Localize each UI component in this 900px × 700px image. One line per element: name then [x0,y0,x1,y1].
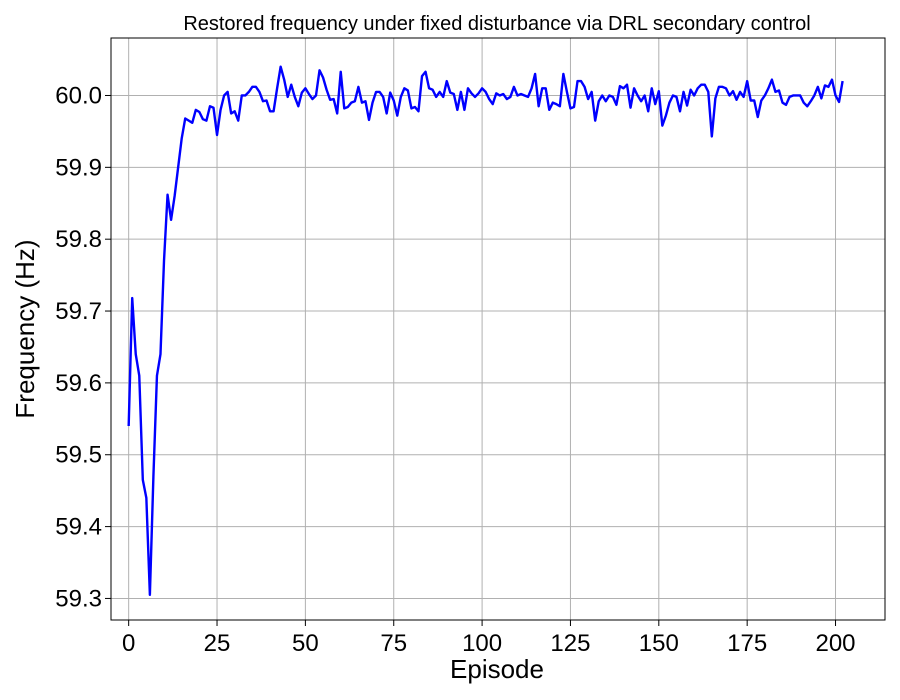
y-tick-label: 59.5 [55,442,102,469]
frequency-line [127,65,844,597]
x-tick-label: 175 [727,630,767,657]
y-tick-label: 59.8 [55,226,102,253]
y-tick-label: 59.3 [55,585,102,612]
y-axis-label: Frequency (Hz) [10,239,40,418]
x-tick-label: 125 [550,630,590,657]
y-tick-label: 59.7 [55,298,102,325]
x-axis-label: Episode [450,654,544,684]
x-tick-label: 0 [122,630,135,657]
grid-lines [111,38,885,620]
y-tick-label: 60.0 [55,82,102,109]
chart-title: Restored frequency under fixed disturban… [183,13,810,35]
series-layer [127,65,844,597]
plot-frame [110,37,886,621]
x-tick-label: 25 [204,630,231,657]
x-tick-label: 75 [380,630,407,657]
y-tick-label: 59.6 [55,370,102,397]
y-axis-ticks: 59.3 59.4 59.5 59.6 59.7 59.8 59.9 60.0 [55,82,111,612]
y-tick-label: 59.4 [55,514,102,541]
x-tick-label: 200 [815,630,855,657]
x-tick-label: 50 [292,630,319,657]
x-tick-label: 100 [462,630,502,657]
x-tick-label: 150 [639,630,679,657]
x-axis-ticks: 0 25 50 75 100 125 150 175 200 [122,620,856,657]
y-tick-label: 59.9 [55,154,102,181]
